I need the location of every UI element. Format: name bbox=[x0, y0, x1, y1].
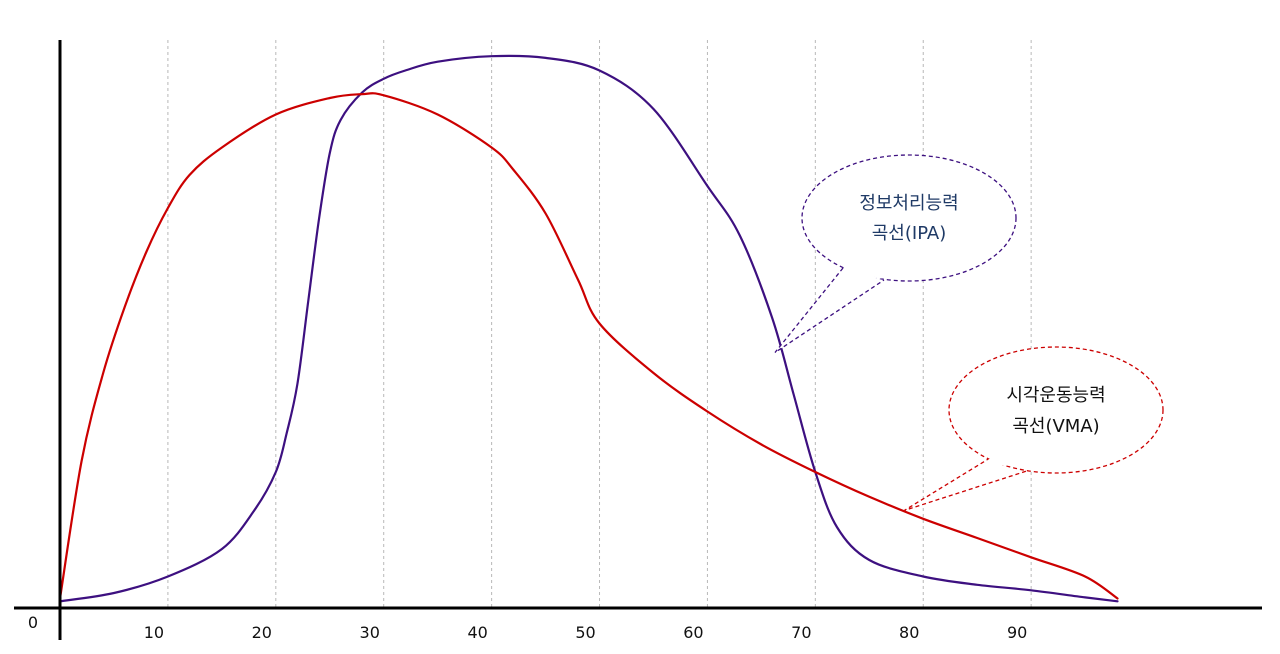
callout-joint-vma bbox=[983, 457, 1031, 468]
series-layer bbox=[58, 54, 1119, 603]
series-line-ipa bbox=[58, 54, 1119, 603]
callout-label-vma-line-1: 시각운동능력 bbox=[1006, 385, 1105, 406]
callout-tail-vma bbox=[904, 457, 1034, 512]
axes bbox=[14, 40, 1262, 640]
callout-joint-ipa bbox=[838, 267, 882, 279]
x-tick-label-20: 20 bbox=[252, 623, 272, 642]
x-tick-label-40: 40 bbox=[467, 623, 487, 642]
callout-bubble-ipa bbox=[801, 154, 1017, 282]
series-line-vma bbox=[58, 92, 1119, 600]
callout-tail-ipa bbox=[774, 267, 885, 354]
x-tick-label-90: 90 bbox=[1007, 623, 1027, 642]
callout-label-vma-line-2: 곡선(VMA) bbox=[1012, 416, 1099, 437]
x-tick-label-50: 50 bbox=[575, 623, 595, 642]
callout-bubble-vma bbox=[948, 346, 1164, 474]
x-tick-label-10: 10 bbox=[144, 623, 164, 642]
tick-labels: 0 10 20 30 40 50 60 70 80 90 bbox=[28, 613, 1027, 642]
x-tick-label-60: 60 bbox=[683, 623, 703, 642]
callout-label-ipa-line-2: 곡선(IPA) bbox=[872, 223, 947, 244]
callout-label-ipa-line-1: 정보처리능력 bbox=[859, 193, 958, 214]
x-tick-label-30: 30 bbox=[360, 623, 380, 642]
origin-label: 0 bbox=[28, 613, 38, 632]
x-tick-label-80: 80 bbox=[899, 623, 919, 642]
x-tick-label-70: 70 bbox=[791, 623, 811, 642]
